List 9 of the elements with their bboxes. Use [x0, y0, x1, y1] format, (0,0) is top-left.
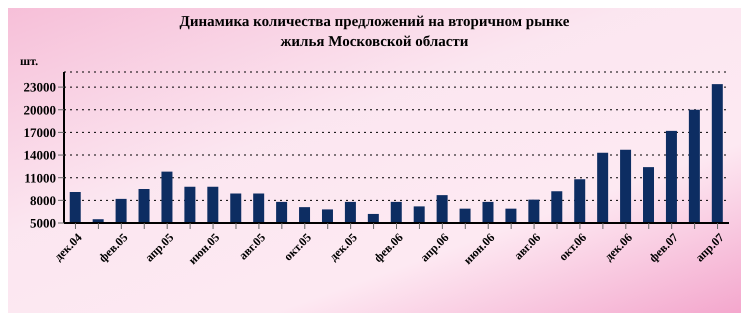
- y-tick-label: 8000: [30, 192, 56, 208]
- y-tick-label: 17000: [24, 125, 56, 140]
- y-tick-label: 14000: [24, 148, 56, 163]
- y-tick-label: 23000: [24, 80, 56, 95]
- y-tick-label: 11000: [24, 170, 56, 186]
- y-tick-label: 5000: [30, 216, 56, 231]
- y-tick-label: 20000: [24, 102, 56, 118]
- chart-title: Динамика количества предложений на вторичном рынке жилья Московской области: [178, 13, 570, 52]
- y-axis-title: шт.: [20, 54, 38, 69]
